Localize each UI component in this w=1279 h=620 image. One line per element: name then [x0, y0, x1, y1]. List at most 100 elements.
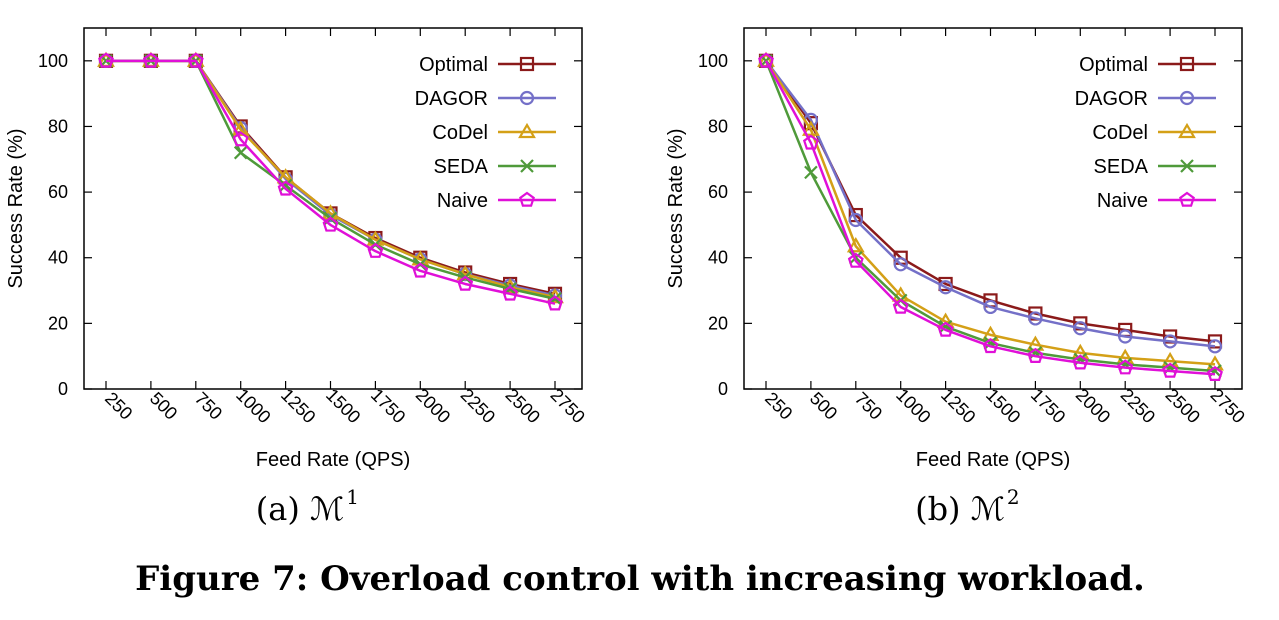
y-axis-label: Success Rate (%) — [665, 128, 687, 288]
y-tick-label: 100 — [38, 51, 68, 71]
x-tick-label: 2750 — [1206, 385, 1248, 427]
data-point-dagor — [1028, 311, 1043, 326]
legend-label-seda: SEDA — [434, 156, 489, 178]
legend-marker-codel — [518, 122, 536, 139]
data-point-dagor — [893, 257, 908, 272]
legend-label-optimal: Optimal — [419, 54, 488, 76]
x-tick-label: 250 — [101, 388, 136, 423]
x-tick-label: 1500 — [982, 385, 1024, 427]
legend-label-dagor: DAGOR — [415, 88, 488, 110]
data-point-naive — [142, 52, 159, 68]
subcaption: (b) ℳ — [915, 490, 1005, 528]
data-point-dagor — [1118, 329, 1133, 344]
x-tick-label: 750 — [851, 388, 886, 423]
series-line-codel — [764, 60, 1216, 366]
data-point-naive — [322, 216, 339, 232]
data-point-naive — [1162, 362, 1179, 378]
x-tick-label: 1500 — [322, 385, 364, 427]
data-point-seda — [804, 165, 818, 180]
plot-frame — [83, 27, 583, 390]
legend-marker-naive — [1179, 191, 1195, 207]
x-tick-label: 1250 — [937, 385, 979, 427]
legend-marker-dagor — [519, 90, 535, 106]
x-tick-label: 2000 — [412, 385, 454, 427]
x-tick-label: 2500 — [1162, 385, 1204, 427]
y-tick-label: 60 — [48, 182, 68, 202]
data-point-codel — [1116, 348, 1135, 364]
data-point-naive — [277, 180, 294, 196]
x-tick-label: 1000 — [892, 385, 934, 427]
data-point-naive — [98, 52, 114, 68]
data-point-dagor — [983, 299, 998, 315]
x-tick-label: 1250 — [277, 385, 319, 427]
x-tick-label: 250 — [761, 388, 796, 423]
y-axis-label: Success Rate (%) — [5, 128, 27, 288]
y-tick-label: 20 — [48, 313, 68, 333]
data-point-naive — [457, 275, 474, 291]
chart-panel-b: 0 20 40 60 80 100 250 500 750 1000 1250 1500 1750 200… — [665, 27, 1249, 528]
data-point-codel — [1206, 355, 1224, 371]
x-tick-label: 500 — [806, 388, 841, 423]
data-point-dagor — [1162, 334, 1178, 349]
x-tick-label: 2000 — [1072, 385, 1114, 427]
subcaption-superscript: 1 — [346, 485, 359, 509]
data-point-dagor — [848, 212, 863, 228]
data-point-naive — [892, 298, 909, 314]
legend-marker-optimal — [1179, 56, 1195, 72]
y-tick-label: 80 — [708, 116, 728, 136]
legend-marker-codel — [1178, 122, 1196, 139]
y-tick-label: 40 — [708, 248, 728, 268]
legend-label-optimal: Optimal — [1079, 54, 1148, 76]
y-tick-label: 20 — [708, 313, 728, 333]
y-tick-label: 40 — [48, 248, 68, 268]
x-tick-label: 500 — [146, 388, 181, 423]
data-point-naive — [1117, 359, 1134, 375]
data-point-naive — [367, 242, 384, 258]
data-point-naive — [758, 52, 774, 68]
x-tick-label: 1750 — [367, 385, 409, 427]
legend-marker-naive — [519, 191, 535, 207]
series-line-naive — [764, 60, 1216, 376]
data-point-naive — [982, 337, 999, 354]
data-point-naive — [412, 262, 429, 278]
data-point-seda — [233, 145, 248, 160]
data-point-naive — [1027, 347, 1044, 363]
data-point-naive — [547, 295, 563, 311]
x-axis-label: Feed Rate (QPS) — [256, 449, 411, 471]
data-point-naive — [937, 321, 954, 337]
data-point-naive — [847, 252, 864, 268]
legend-label-codel: CoDel — [1092, 122, 1148, 144]
subcaption: (a) ℳ — [256, 490, 344, 528]
x-tick-label: 1000 — [232, 385, 274, 427]
data-point-codel — [231, 120, 250, 136]
data-point-naive — [1072, 354, 1089, 370]
y-tick-label: 100 — [698, 51, 728, 71]
subcaption-superscript: 2 — [1007, 485, 1020, 509]
y-tick-label: 60 — [708, 182, 728, 202]
legend-marker-dagor — [1179, 90, 1195, 106]
x-tick-label: 1750 — [1027, 385, 1069, 427]
plot-frame — [743, 27, 1243, 390]
data-point-naive — [187, 52, 204, 68]
x-tick-label: 750 — [191, 388, 226, 423]
data-point-dagor — [1073, 321, 1088, 336]
y-tick-label: 0 — [58, 379, 68, 399]
data-point-naive — [1207, 365, 1223, 381]
data-point-optimal — [1207, 334, 1223, 349]
chart-panel-a: 0 20 40 60 80 100 250 500 750 1000 1250 1500 1750 200… — [5, 27, 589, 528]
data-point-codel — [1071, 343, 1090, 359]
data-point-dagor — [1207, 339, 1223, 354]
figure-caption: Figure 7: Overload control with increasi… — [135, 559, 1145, 599]
legend-label-naive: Naive — [1097, 190, 1148, 212]
x-tick-label: 2250 — [1117, 385, 1159, 427]
x-axis-label: Feed Rate (QPS) — [916, 449, 1071, 471]
data-point-naive — [502, 285, 519, 301]
y-tick-label: 0 — [718, 379, 728, 399]
data-point-codel — [1161, 351, 1180, 368]
x-tick-label: 2250 — [457, 385, 499, 427]
x-tick-label: 2500 — [502, 385, 544, 427]
data-point-dagor — [938, 280, 953, 295]
legend-label-codel: CoDel — [432, 122, 488, 144]
legend-label-dagor: DAGOR — [1075, 88, 1148, 110]
data-point-seda — [278, 178, 293, 193]
